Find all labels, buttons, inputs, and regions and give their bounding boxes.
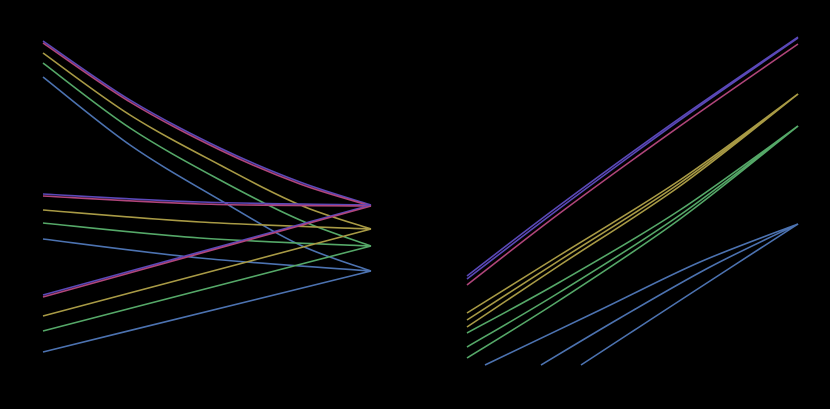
series-line-bottom-purple [42, 204, 372, 296]
series-line-bottom-blue [42, 270, 372, 353]
series-line-green-2 [466, 125, 799, 348]
series-line-mid-blue [42, 238, 372, 272]
series-line-blue-2 [540, 223, 799, 366]
series-line-gold-1 [466, 93, 799, 314]
series-line-top-blue [42, 76, 372, 272]
series-line-green-1 [466, 125, 799, 334]
series-line-top-purple [42, 40, 372, 206]
series-line-mid-magenta [42, 195, 372, 207]
series-line-blue-3 [580, 223, 799, 366]
series-line-blue-1 [484, 223, 799, 366]
series-line-top-magenta [42, 42, 372, 207]
series-line-bottom-magenta [42, 205, 372, 298]
series-line-bottom-green [42, 245, 372, 332]
series-line-purple-1 [466, 36, 799, 277]
series-line-gold-3 [466, 93, 799, 328]
series-line-green-3 [466, 125, 799, 359]
series-line-purple-2 [466, 37, 799, 280]
series-line-top-gold [42, 52, 372, 230]
series-line-mid-purple [42, 193, 372, 206]
series-line-mid-green [42, 222, 372, 247]
series-line-mid-gold [42, 209, 372, 230]
series-line-gold-2 [466, 93, 799, 321]
series-line-magenta [466, 43, 799, 286]
series-line-bottom-gold [42, 228, 372, 317]
